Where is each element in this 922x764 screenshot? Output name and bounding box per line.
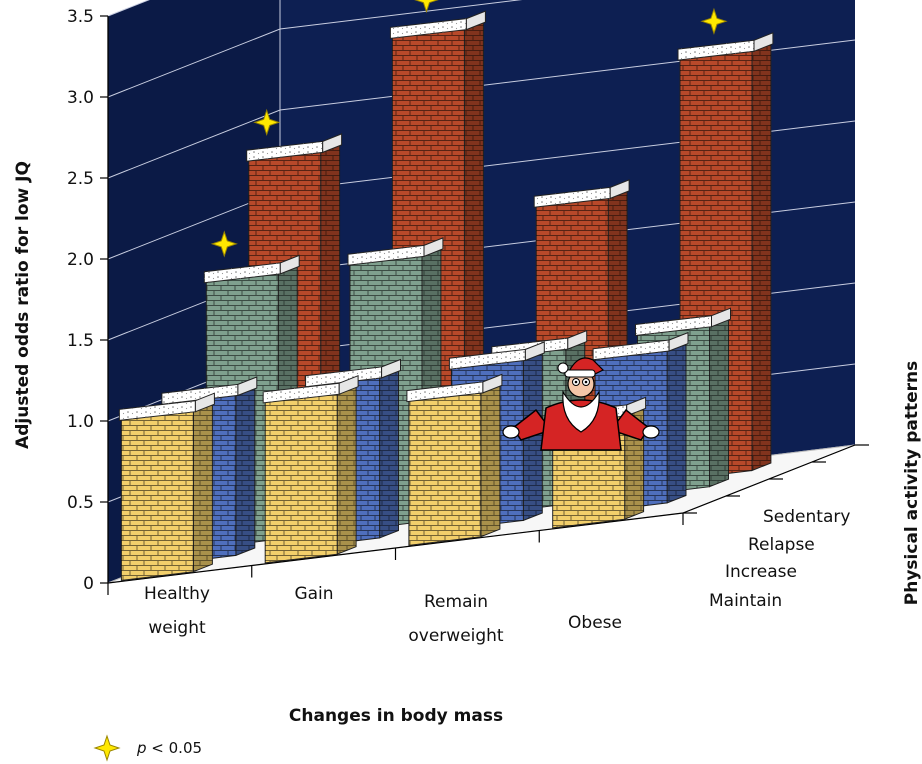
bar-snow-side xyxy=(279,254,300,275)
bar-snow-texture xyxy=(534,187,611,208)
y-tick-label: 3.0 xyxy=(67,88,94,108)
x-category-label: overweight xyxy=(408,626,504,646)
bar-snow-texture xyxy=(263,383,340,403)
y-tick-label: 3.5 xyxy=(67,7,94,27)
bar-snow-side xyxy=(237,376,258,397)
p-symbol: p xyxy=(136,739,147,757)
bar-snow-side xyxy=(338,374,359,395)
depth-axis-title: Physical activity patterns xyxy=(902,361,922,605)
bar-snow-side xyxy=(322,133,343,154)
bar-snow-texture xyxy=(390,18,467,39)
series-label: Sedentary xyxy=(763,507,850,527)
bar-side-bricks xyxy=(667,341,686,503)
significance-star xyxy=(700,7,728,35)
bar-side-bricks xyxy=(193,402,213,572)
bar-snow-texture xyxy=(593,340,670,360)
bar-snow-side xyxy=(423,237,444,258)
bar-front-bricks xyxy=(265,392,338,563)
bar-snow-texture xyxy=(119,400,196,421)
santa-illustration xyxy=(502,357,660,451)
svg-text:p < 0.05: p < 0.05 xyxy=(136,739,202,757)
bar-snow-side xyxy=(465,10,486,31)
y-tick-label: 2.5 xyxy=(67,169,94,189)
bar-snow-side xyxy=(194,392,215,413)
bar-front-bricks xyxy=(121,409,194,581)
y-tick-label: 1.0 xyxy=(67,412,94,432)
series-label: Maintain xyxy=(709,591,782,611)
bar xyxy=(118,392,215,581)
bar-side-bricks xyxy=(235,386,255,556)
bar-snow-side xyxy=(567,329,588,350)
y-axis-title: Adjusted odds ratio for low JQ xyxy=(13,161,33,449)
x-axis: Healthy weight Gain Remain overweight Obese Ch… xyxy=(107,512,684,726)
bar-snow-texture xyxy=(348,245,424,266)
bar-snow-texture xyxy=(678,40,754,61)
bar-snow-texture xyxy=(204,262,281,283)
x-category-label: Obese xyxy=(568,613,622,633)
x-category-label: Gain xyxy=(294,584,333,604)
y-tick-label: 0.5 xyxy=(67,493,94,513)
bar-snow-texture xyxy=(305,366,382,387)
bar-snow-side xyxy=(482,373,503,394)
series-label: Relapse xyxy=(748,535,815,555)
bar-snow-texture xyxy=(635,315,712,336)
y-tick-label: 1.5 xyxy=(67,331,94,351)
x-axis-title: Changes in body mass xyxy=(289,706,503,726)
y-axis: 0 0.5 1.0 1.5 2.0 2.5 3.0 3.5 Adjusted odds rati… xyxy=(13,7,109,594)
bar-side-bricks xyxy=(709,317,729,487)
bar-snow-side xyxy=(626,396,647,417)
significance-legend: p < 0.05 xyxy=(93,734,202,762)
x-category-label: Remain xyxy=(424,592,488,612)
bar xyxy=(262,374,359,564)
bar-side-bricks xyxy=(337,384,357,555)
y-tick-label: 0 xyxy=(83,574,94,594)
bar-front-bricks xyxy=(408,390,481,546)
bar-side-bricks xyxy=(480,383,500,537)
bar-side-bricks xyxy=(752,41,771,471)
significance-star xyxy=(414,0,439,14)
bar-snow-side xyxy=(668,331,689,352)
bar-snow-texture xyxy=(161,384,238,405)
bar-snow-side xyxy=(753,32,774,53)
bar-snow-side xyxy=(524,341,545,362)
significance-star xyxy=(253,108,281,136)
bar-snow-texture xyxy=(406,381,483,402)
x-category-label: Healthy xyxy=(144,584,210,604)
bar-snow-side xyxy=(381,358,401,379)
bar-snow-texture xyxy=(246,141,323,162)
bar-snow-side xyxy=(609,179,630,200)
star-icon xyxy=(93,734,121,762)
series-label: Increase xyxy=(725,562,797,582)
bars xyxy=(118,0,774,581)
y-tick-label: 2.0 xyxy=(67,250,94,270)
bar xyxy=(406,373,503,546)
x-category-label: weight xyxy=(148,618,206,638)
p-threshold-text: < 0.05 xyxy=(147,739,203,757)
significance-star xyxy=(210,230,238,258)
bar-snow-texture xyxy=(449,349,526,370)
bar-snow-side xyxy=(711,307,731,328)
depth-axis: Maintain Increase Relapse Sedentary Physical… xyxy=(682,361,922,611)
bar-side-bricks xyxy=(379,368,399,538)
